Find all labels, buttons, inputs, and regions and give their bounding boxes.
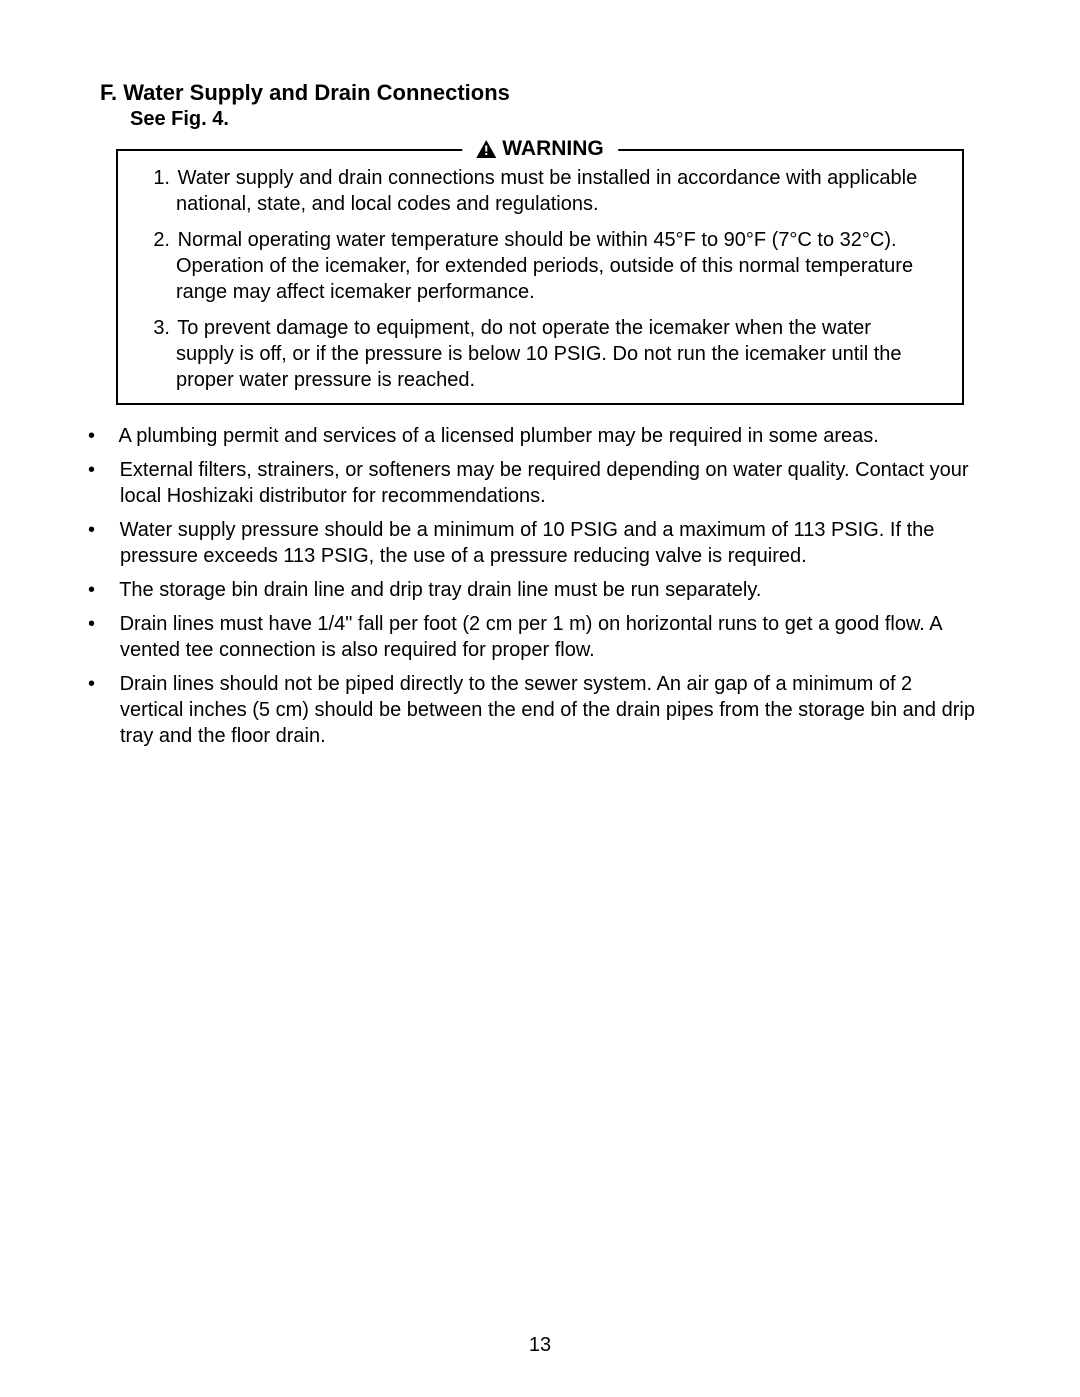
- list-item-text: The storage bin drain line and drip tray…: [119, 579, 761, 601]
- list-item-text: Drain lines must have 1/4" fall per foot…: [120, 613, 942, 661]
- list-item: • Drain lines should not be piped direct…: [100, 671, 980, 749]
- warning-item: 2. Normal operating water temperature sh…: [150, 227, 930, 305]
- list-item-text: Drain lines should not be piped directly…: [120, 673, 975, 747]
- document-page: F. Water Supply and Drain Connections Se…: [0, 0, 1080, 1397]
- warning-label: WARNING: [462, 137, 618, 161]
- list-item-text: External filters, strainers, or softener…: [120, 459, 969, 507]
- warning-triangle-icon: [476, 140, 496, 158]
- list-item: • Drain lines must have 1/4" fall per fo…: [100, 611, 980, 663]
- list-item: • External filters, strainers, or soften…: [100, 457, 980, 509]
- list-item-text: Water supply pressure should be a minimu…: [120, 519, 935, 567]
- list-item-text: A plumbing permit and services of a lice…: [118, 425, 878, 447]
- warning-item: 3. To prevent damage to equipment, do no…: [150, 315, 930, 393]
- page-number: 13: [0, 1334, 1080, 1357]
- warning-item-text: Normal operating water temperature shoul…: [176, 229, 913, 303]
- warning-box: WARNING 1. Water supply and drain connec…: [116, 149, 964, 405]
- warning-item: 1. Water supply and drain connections mu…: [150, 165, 930, 217]
- warning-label-text: WARNING: [502, 137, 604, 161]
- list-item: • A plumbing permit and services of a li…: [100, 423, 980, 449]
- warning-item-text: Water supply and drain connections must …: [176, 167, 917, 215]
- section-title: F. Water Supply and Drain Connections: [100, 80, 980, 106]
- section-subtitle: See Fig. 4.: [130, 108, 980, 131]
- list-item: • Water supply pressure should be a mini…: [100, 517, 980, 569]
- warning-item-text: To prevent damage to equipment, do not o…: [176, 317, 902, 391]
- warning-list: 1. Water supply and drain connections mu…: [150, 165, 930, 393]
- list-item: • The storage bin drain line and drip tr…: [100, 577, 980, 603]
- bullet-list: • A plumbing permit and services of a li…: [100, 423, 980, 749]
